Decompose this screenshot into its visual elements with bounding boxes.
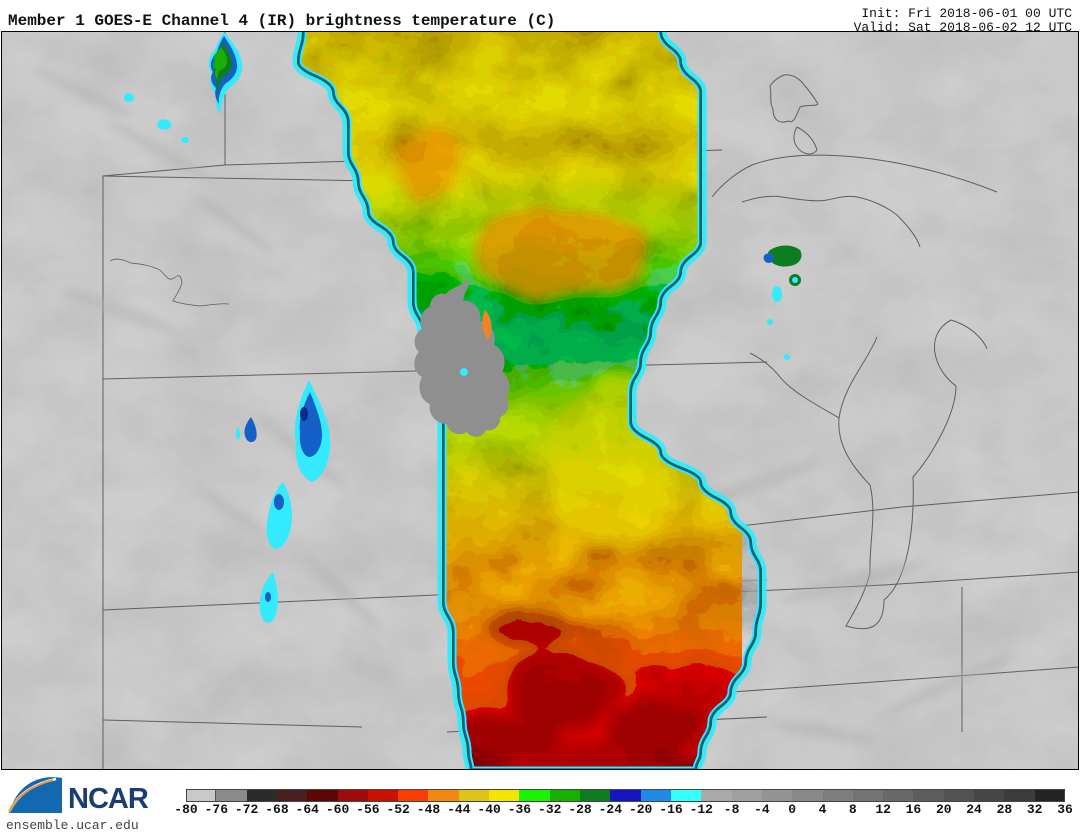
svg-text:NCAR: NCAR: [68, 783, 149, 815]
